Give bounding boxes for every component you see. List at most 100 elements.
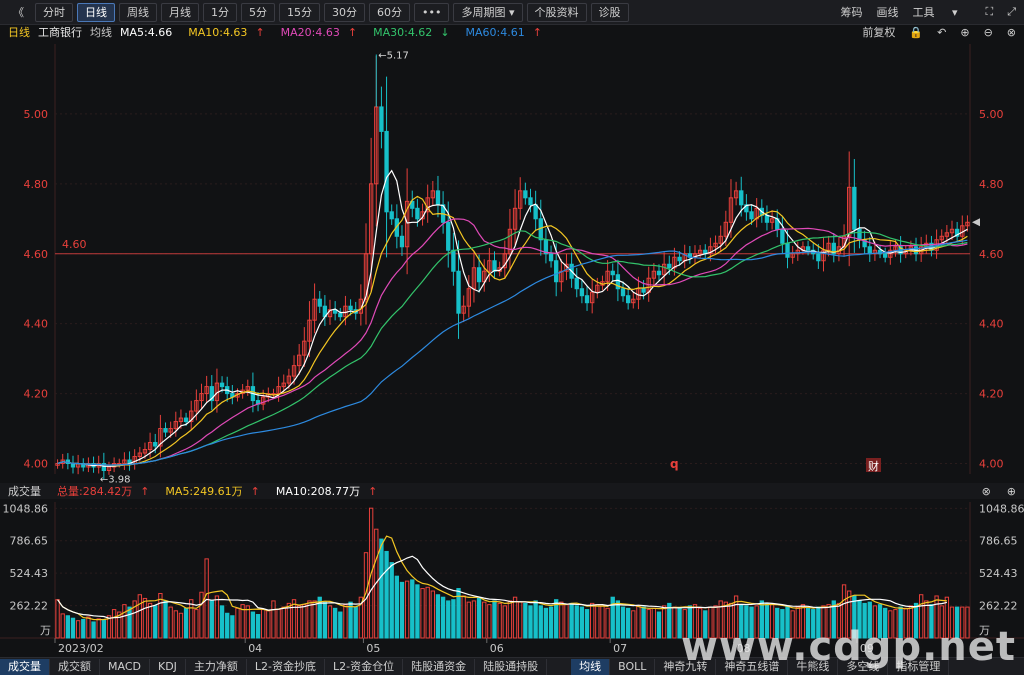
tab-boll[interactable]: BOLL bbox=[610, 659, 655, 675]
volume-bar bbox=[570, 603, 573, 638]
volume-bar bbox=[375, 529, 378, 638]
candle-body bbox=[431, 191, 434, 198]
candle-body bbox=[328, 310, 331, 317]
draw-line-button[interactable]: 画线 bbox=[876, 4, 898, 20]
ma10-text: MA10:4.63 bbox=[188, 26, 247, 39]
toolbar: 《 分时 日线 周线 月线 1分 5分 15分 30分 60分 ••• 多周期图… bbox=[0, 0, 1024, 25]
candle-body bbox=[159, 429, 162, 446]
adjust-mode-button[interactable]: 前复权 bbox=[862, 24, 895, 40]
volume-bar bbox=[673, 607, 676, 638]
candle-body bbox=[277, 387, 280, 394]
candle-body bbox=[71, 464, 74, 467]
volume-bar bbox=[472, 601, 475, 638]
candle-body bbox=[493, 261, 496, 271]
volume-total: 总量:284.42万↑ bbox=[49, 483, 149, 499]
candle-body bbox=[483, 271, 486, 281]
volume-bar bbox=[262, 610, 265, 638]
candle-body bbox=[596, 285, 599, 292]
ma-lines bbox=[58, 171, 968, 467]
volume-bar bbox=[164, 601, 167, 638]
candle-body bbox=[138, 453, 141, 456]
period-tab-intraday[interactable]: 分时 bbox=[35, 3, 73, 22]
candle-body bbox=[925, 243, 928, 246]
diagnose-button[interactable]: 诊股 bbox=[591, 3, 629, 22]
tools-menu-button[interactable]: 工具 ▾ bbox=[912, 4, 971, 20]
ma5-value: MA5:4.66 bbox=[120, 26, 172, 39]
candle-body bbox=[889, 250, 892, 257]
undo-icon[interactable]: ↶ bbox=[937, 26, 946, 39]
ma30-value: MA30:4.62↓ bbox=[365, 26, 449, 39]
volume-bar bbox=[369, 508, 372, 638]
candle-body bbox=[955, 229, 958, 236]
candle-body bbox=[580, 289, 583, 296]
period-tab-1min[interactable]: 1分 bbox=[203, 3, 237, 22]
chips-button[interactable]: 筹码 bbox=[840, 4, 862, 20]
volume-bar bbox=[184, 608, 187, 638]
candle-body bbox=[287, 376, 290, 383]
tab-main-net[interactable]: 主力净额 bbox=[186, 659, 247, 675]
volume-bar bbox=[421, 589, 424, 638]
volume-bar bbox=[56, 600, 59, 638]
period-tab-daily[interactable]: 日线 bbox=[77, 3, 115, 22]
candle-body bbox=[760, 208, 763, 215]
volume-bar bbox=[61, 614, 64, 638]
candle-body bbox=[626, 296, 629, 303]
volume-bar bbox=[565, 605, 568, 638]
expand-icon[interactable]: ⤢ bbox=[1007, 5, 1016, 19]
close-icon[interactable]: ⊗ bbox=[982, 485, 991, 498]
candle-body bbox=[112, 464, 115, 467]
tab-kdj[interactable]: KDJ bbox=[150, 659, 186, 675]
period-tab-5min[interactable]: 5分 bbox=[241, 3, 275, 22]
close-icon[interactable]: ⊗ bbox=[1007, 26, 1016, 39]
volume-title[interactable]: 成交量 bbox=[8, 483, 41, 499]
volume-bar bbox=[493, 601, 496, 638]
volume-bar bbox=[560, 602, 563, 638]
tab-turnover[interactable]: 成交额 bbox=[50, 659, 100, 675]
period-tab-30min[interactable]: 30分 bbox=[324, 3, 365, 22]
candle-body bbox=[894, 247, 897, 250]
zoom-in-icon[interactable]: ⊕ bbox=[960, 26, 969, 39]
lock-icon[interactable]: 🔒 bbox=[909, 26, 923, 39]
tab-l2-position[interactable]: L2-资金仓位 bbox=[325, 659, 403, 675]
volume-bar bbox=[647, 610, 650, 638]
multi-period-dropdown[interactable]: 多周期图 ▾ bbox=[453, 3, 522, 22]
period-tab-60min[interactable]: 60分 bbox=[369, 3, 410, 22]
more-periods-button[interactable]: ••• bbox=[414, 3, 449, 22]
candle-body bbox=[380, 107, 383, 131]
date-tick-label: 04 bbox=[248, 642, 262, 655]
fullscreen-icon[interactable]: ⛶ bbox=[985, 5, 993, 19]
period-tab-monthly[interactable]: 月线 bbox=[161, 3, 199, 22]
ma-indicator-name[interactable]: 均线 bbox=[90, 24, 112, 40]
ma-legend: 日线 工商银行 均线 MA5:4.66 MA10:4.63↑ MA20:4.63… bbox=[0, 24, 1024, 40]
tab-l2-bottom[interactable]: L2-资金抄底 bbox=[247, 659, 325, 675]
finance-marker: 财 bbox=[868, 459, 879, 473]
zoom-out-icon[interactable]: ⊖ bbox=[984, 26, 993, 39]
tab-hk-connect-funds[interactable]: 陆股通资金 bbox=[403, 659, 475, 675]
tab-macd[interactable]: MACD bbox=[100, 659, 150, 675]
current-price-pointer bbox=[972, 218, 980, 226]
period-tab-weekly[interactable]: 周线 bbox=[119, 3, 157, 22]
price-tick-label: 4.00 bbox=[979, 458, 1004, 471]
volume-ma5-text: MA5:249.61万 bbox=[165, 485, 242, 498]
candle-body bbox=[832, 243, 835, 253]
volume-bar bbox=[328, 606, 331, 638]
up-arrow-icon: ↑ bbox=[251, 485, 260, 498]
volume-bar bbox=[76, 621, 79, 638]
candle-body bbox=[853, 187, 856, 229]
back-icon[interactable]: 《 bbox=[6, 4, 31, 21]
tab-hk-connect-holdings[interactable]: 陆股通持股 bbox=[475, 659, 547, 675]
candle-body bbox=[621, 289, 624, 296]
tab-volume[interactable]: 成交量 bbox=[0, 659, 50, 675]
candle-body bbox=[632, 299, 635, 302]
volume-tick-label: 524.43 bbox=[10, 567, 49, 580]
candle-body bbox=[61, 460, 64, 463]
price-tick-label: 4.20 bbox=[24, 388, 49, 401]
tab-ma[interactable]: 均线 bbox=[571, 659, 610, 675]
period-tab-15min[interactable]: 15分 bbox=[279, 3, 320, 22]
add-indicator-icon[interactable]: ⊕ bbox=[1007, 485, 1016, 498]
date-tick-label: 05 bbox=[366, 642, 380, 655]
volume-bar bbox=[513, 597, 516, 638]
candle-body bbox=[498, 268, 501, 271]
stock-profile-button[interactable]: 个股资料 bbox=[527, 3, 587, 22]
volume-bar bbox=[668, 603, 671, 638]
